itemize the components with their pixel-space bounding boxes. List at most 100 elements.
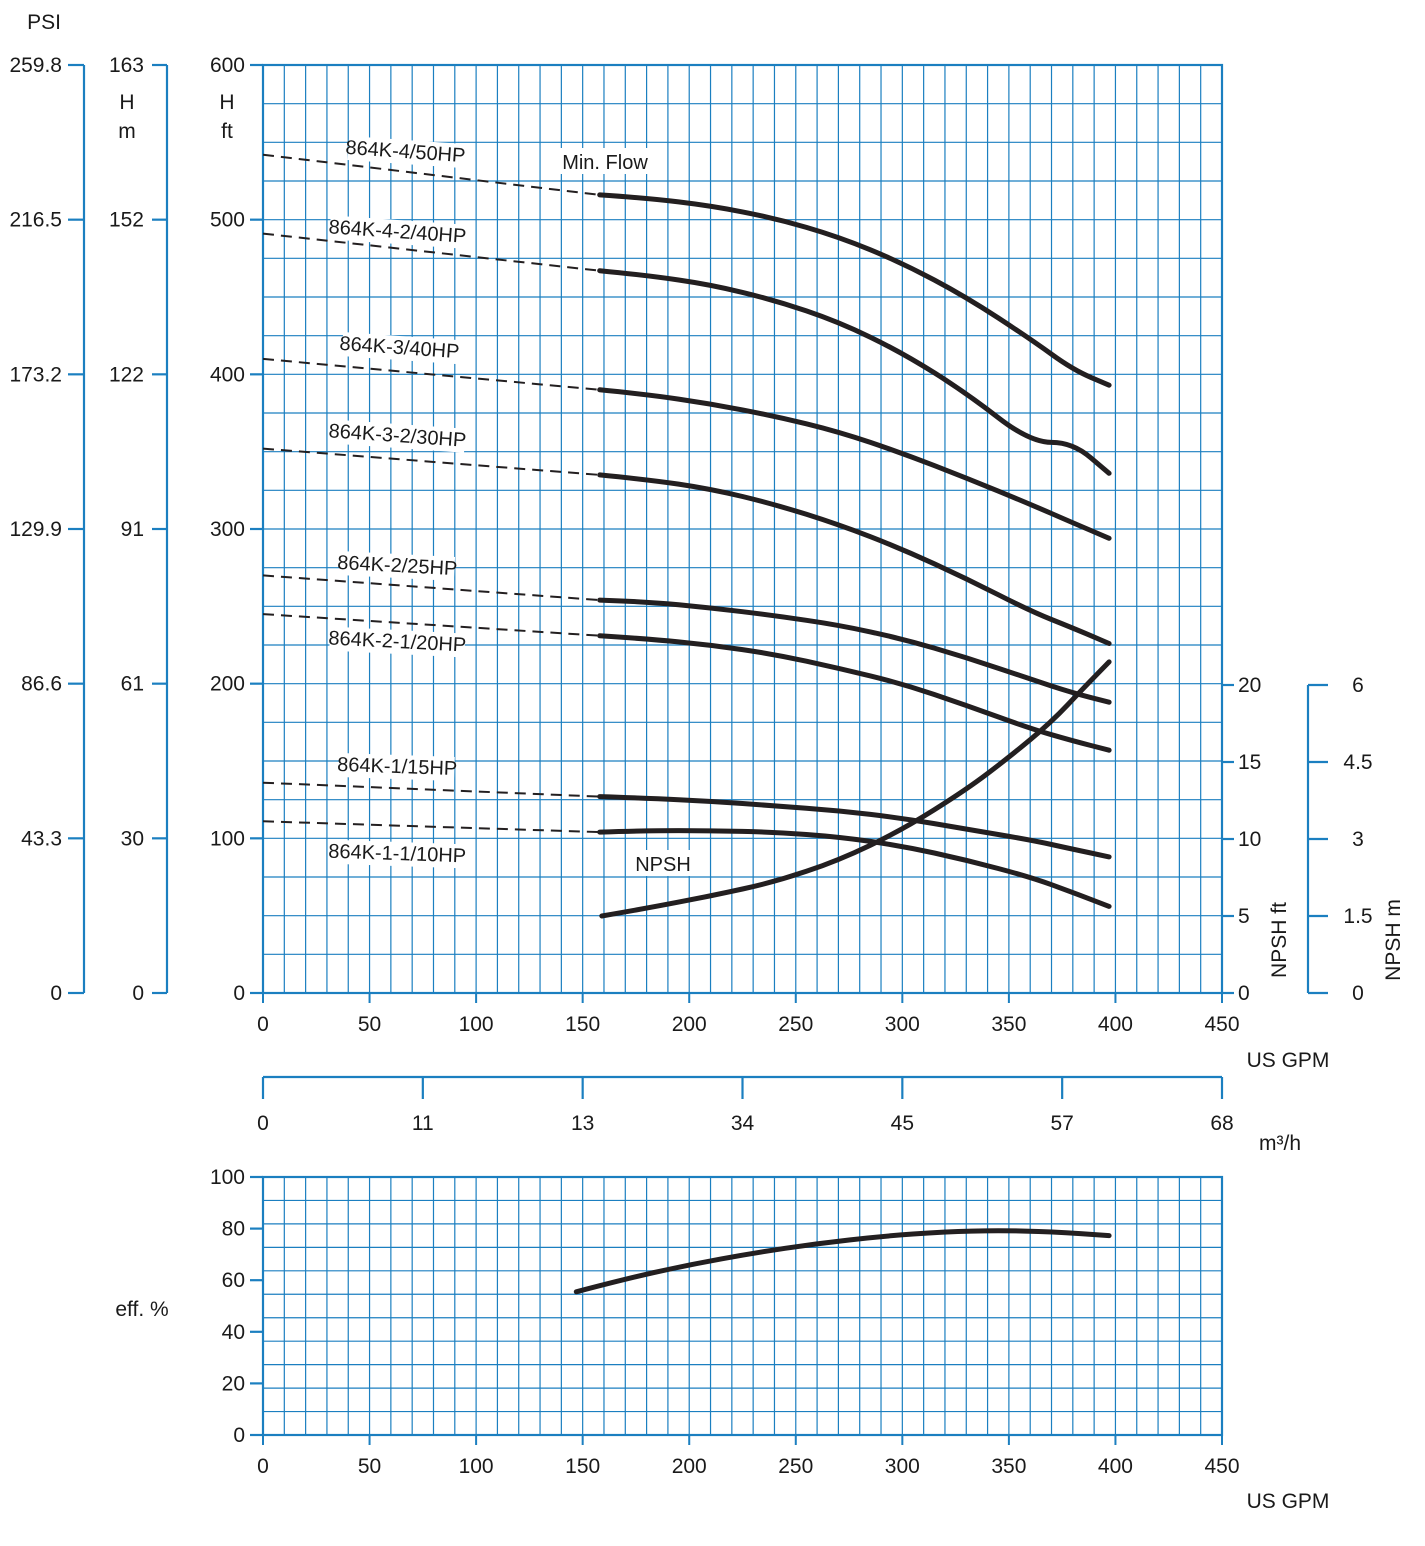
eff-y-tick-label: 0 — [233, 1424, 245, 1447]
flow-m3h-tick-label: 45 — [891, 1112, 914, 1135]
eff-x-tick-label: 250 — [778, 1455, 813, 1478]
eff-x-tick-label: 100 — [459, 1455, 494, 1478]
series-label-bg — [329, 419, 466, 453]
series-label-bg — [329, 215, 466, 249]
series-label-bg — [339, 753, 455, 781]
head-ft-tick-label: 600 — [210, 54, 245, 77]
head-curve-dashed — [262, 357, 600, 391]
eff-x-tick-label: 450 — [1204, 1455, 1239, 1478]
head-curve-dashed — [262, 574, 600, 602]
head-m-axis-title: m — [118, 120, 136, 143]
flow-m3h-unit-label: m³/h — [1259, 1132, 1301, 1155]
psi-tick-label: 129.9 — [9, 518, 62, 541]
series-label-bg — [341, 332, 458, 364]
flow-m3h-tick-label: 0 — [257, 1112, 269, 1135]
npsh-m-axis-title: NPSH m — [1382, 899, 1405, 981]
annotation-bg — [632, 850, 694, 876]
npsh-ft-tick-label: 20 — [1238, 674, 1261, 697]
eff-x-tick-label: 300 — [885, 1455, 920, 1478]
head-m-tick-label: 122 — [109, 363, 144, 386]
eff-y-tick-label: 40 — [222, 1321, 245, 1344]
series-label-bg — [339, 551, 456, 581]
head-curve-dashed — [262, 153, 600, 196]
head-curve — [597, 597, 1112, 705]
series-label: 864K-2/25HP — [337, 552, 458, 580]
npsh-m-tick-label: 0 — [1352, 982, 1364, 1005]
efficiency-grid — [261, 1175, 1224, 1437]
eff-x-unit-label: US GPM — [1247, 1490, 1330, 1513]
npsh-ft-tick-label: 15 — [1238, 751, 1261, 774]
npsh-m-tick-label: 6 — [1352, 674, 1364, 697]
psi-tick-label: 216.5 — [9, 209, 62, 232]
head-ft-tick-label: 200 — [210, 673, 245, 696]
head-curve-dashed — [262, 820, 600, 834]
head-m-axis-title: H — [119, 91, 134, 114]
flow-m3h-tick-label: 34 — [731, 1112, 755, 1135]
eff-y-tick-label: 100 — [210, 1166, 245, 1189]
series-label-bg — [347, 136, 464, 168]
head-x-tick-label: 400 — [1098, 1013, 1133, 1036]
head-curve-dashed — [262, 781, 600, 798]
head-curve — [597, 192, 1112, 388]
plot-frame — [261, 1175, 1224, 1437]
psi-axis-title: PSI — [27, 11, 61, 34]
npsh-m-tick-label: 4.5 — [1343, 751, 1372, 774]
head-ft-tick-label: 500 — [210, 209, 245, 232]
head-curve — [597, 794, 1112, 860]
series-label: 864K-3/40HP — [339, 333, 460, 363]
efficiency-curve — [573, 1228, 1112, 1295]
flow-m3h-tick-label: 68 — [1210, 1112, 1233, 1135]
eff-y-axis-title: eff. % — [115, 1298, 168, 1321]
series-label-bg — [329, 839, 466, 869]
annotation-bg — [555, 148, 655, 174]
head-curve-dashed — [262, 232, 600, 272]
head-x-tick-label: 0 — [257, 1013, 269, 1036]
head-curve — [597, 828, 1112, 909]
head-x-unit-label: US GPM — [1247, 1049, 1330, 1072]
head-m-tick-label: 30 — [121, 827, 144, 850]
head-ft-tick-label: 300 — [210, 518, 245, 541]
head-curve-dashed — [262, 447, 600, 476]
npsh-ft-tick-label: 0 — [1238, 982, 1250, 1005]
psi-tick-label: 259.8 — [9, 54, 62, 77]
head-curve — [597, 387, 1112, 541]
flow-m3h-tick-label: 13 — [571, 1112, 594, 1135]
npsh-ft-tick-label: 10 — [1238, 828, 1261, 851]
head-m-tick-label: 0 — [132, 982, 144, 1005]
psi-tick-label: 43.3 — [21, 827, 62, 850]
head-x-tick-label: 150 — [565, 1013, 600, 1036]
min-flow-annotation: Min. Flow — [562, 152, 648, 174]
psi-tick-label: 0 — [50, 982, 62, 1005]
head-curve — [597, 268, 1112, 476]
npsh-annotation: NPSH — [635, 854, 691, 876]
flow-m3h-tick-label: 57 — [1050, 1112, 1073, 1135]
eff-y-tick-label: 60 — [222, 1269, 245, 1292]
head-ft-tick-label: 400 — [210, 363, 245, 386]
npsh-m-tick-label: 3 — [1352, 828, 1364, 851]
eff-x-tick-label: 350 — [991, 1455, 1026, 1478]
npsh-curve — [599, 659, 1112, 919]
eff-x-tick-label: 50 — [358, 1455, 381, 1478]
series-label: 864K-1/15HP — [337, 754, 458, 780]
head-m-tick-label: 91 — [121, 518, 144, 541]
head-curve-dashed — [262, 613, 600, 637]
series-label: 864K-4/50HP — [345, 137, 466, 167]
eff-y-tick-label: 20 — [222, 1372, 245, 1395]
series-label: 864K-1-1/10HP — [328, 841, 467, 868]
head-curve — [597, 633, 1112, 753]
npsh-ft-tick-label: 5 — [1238, 905, 1250, 928]
eff-x-tick-label: 0 — [257, 1455, 269, 1478]
psi-tick-label: 86.6 — [21, 673, 62, 696]
head-x-tick-label: 250 — [778, 1013, 813, 1036]
head-ft-axis-title: ft — [221, 120, 233, 143]
head-m-tick-label: 61 — [121, 673, 144, 696]
head-x-tick-label: 200 — [672, 1013, 707, 1036]
head-m-tick-label: 163 — [109, 54, 144, 77]
eff-x-tick-label: 400 — [1098, 1455, 1133, 1478]
eff-y-tick-label: 80 — [222, 1218, 245, 1241]
head-x-tick-label: 300 — [885, 1013, 920, 1036]
head-ft-axis-title: H — [219, 91, 234, 114]
head-curve — [597, 472, 1112, 646]
eff-x-tick-label: 150 — [565, 1455, 600, 1478]
